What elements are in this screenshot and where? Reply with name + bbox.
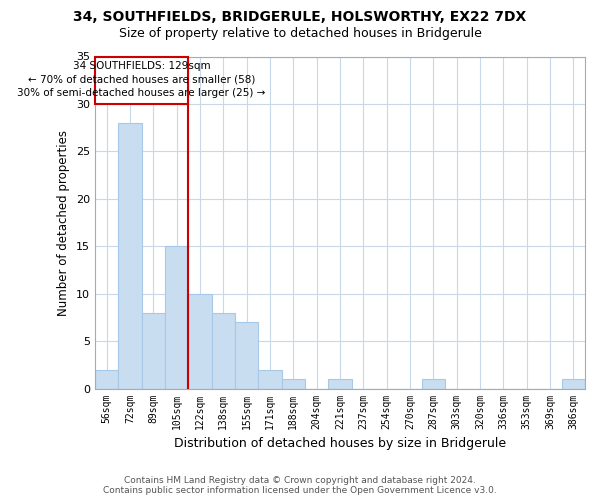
Bar (165, 246, 188, 388)
Bar (142, 312, 165, 388)
Text: 30% of semi-detached houses are larger (25) →: 30% of semi-detached houses are larger (… (17, 88, 266, 98)
Bar (258, 370, 281, 388)
Bar (562, 379, 585, 388)
Text: 34 SOUTHFIELDS: 129sqm: 34 SOUTHFIELDS: 129sqm (73, 61, 211, 71)
Y-axis label: Number of detached properties: Number of detached properties (58, 130, 70, 316)
Text: ← 70% of detached houses are smaller (58): ← 70% of detached houses are smaller (58… (28, 74, 255, 85)
Bar (118, 123, 142, 388)
Bar (188, 294, 212, 388)
Bar (95, 370, 118, 388)
Bar (281, 379, 305, 388)
Text: Size of property relative to detached houses in Bridgerule: Size of property relative to detached ho… (119, 28, 481, 40)
Bar (235, 322, 258, 388)
Bar (95, 56, 188, 104)
X-axis label: Distribution of detached houses by size in Bridgerule: Distribution of detached houses by size … (174, 437, 506, 450)
Bar (328, 379, 352, 388)
Bar (422, 379, 445, 388)
Text: 34, SOUTHFIELDS, BRIDGERULE, HOLSWORTHY, EX22 7DX: 34, SOUTHFIELDS, BRIDGERULE, HOLSWORTHY,… (73, 10, 527, 24)
Text: Contains HM Land Registry data © Crown copyright and database right 2024.
Contai: Contains HM Land Registry data © Crown c… (103, 476, 497, 495)
Bar (212, 312, 235, 388)
